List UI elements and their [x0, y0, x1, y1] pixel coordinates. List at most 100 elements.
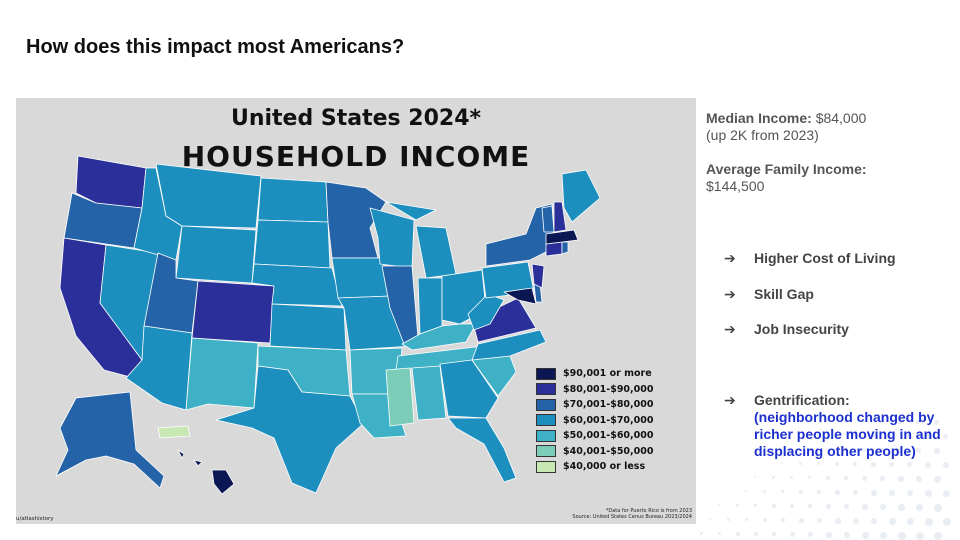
state-colorado	[191, 280, 275, 344]
background-pattern-dot	[790, 504, 794, 508]
income-stats: Median Income: $84,000 (up 2K from 2023)…	[706, 110, 946, 212]
state-kentucky	[401, 323, 477, 351]
state-idaho	[133, 167, 183, 261]
state-west-virginia	[467, 293, 505, 331]
income-map: United States 2024* HOUSEHOLD INCOME $90…	[16, 98, 696, 524]
background-pattern-dot	[898, 476, 904, 482]
background-pattern-dot	[853, 462, 858, 467]
state-montana	[155, 163, 262, 229]
background-pattern-dot	[880, 420, 884, 424]
background-pattern-dot	[763, 490, 766, 493]
background-pattern-dot	[898, 532, 906, 540]
background-pattern-dot	[718, 504, 721, 507]
state-pennsylvania	[481, 261, 535, 299]
median-income-note: (up 2K from 2023)	[706, 127, 819, 143]
background-pattern-dot	[943, 434, 949, 440]
background-pattern-dot	[772, 532, 777, 537]
state-georgia	[439, 359, 499, 419]
background-pattern-dot	[817, 462, 821, 466]
legend-item: $40,001-$50,000	[536, 444, 653, 460]
background-pattern-dot	[853, 434, 857, 438]
background-pattern-dot	[862, 532, 869, 539]
state-massachusetts	[545, 229, 579, 245]
state-maine	[561, 169, 601, 223]
background-pattern-dot	[943, 518, 952, 527]
background-pattern-dot	[880, 476, 886, 482]
background-pattern-dot	[916, 448, 922, 454]
legend-swatch	[536, 398, 556, 411]
legend-item: $60,001-$70,000	[536, 413, 653, 429]
background-pattern-dot	[907, 490, 914, 497]
average-income-label: Average Family Income:	[706, 161, 867, 177]
background-pattern-dot	[862, 476, 867, 481]
background-pattern-dot	[925, 518, 933, 526]
state-north-carolina	[471, 329, 547, 361]
background-pattern-dot	[709, 518, 712, 521]
background-pattern-dot	[889, 490, 895, 496]
state-new-jersey	[531, 263, 545, 289]
slide-title: How does this impact most Americans?	[26, 36, 405, 58]
background-pattern-dot	[871, 462, 876, 467]
background-pattern-dot	[754, 532, 758, 536]
background-pattern-dot	[853, 518, 859, 524]
legend-swatch	[536, 460, 556, 473]
background-pattern-dot	[835, 490, 840, 495]
map-footnote: *Data for Puerto Rico is from 2023 Sourc…	[572, 508, 692, 520]
state-virginia	[471, 297, 537, 343]
background-pattern-dot	[790, 448, 793, 451]
background-pattern-dot	[925, 434, 930, 439]
background-pattern-dot	[808, 504, 813, 509]
background-pattern-dot	[781, 518, 786, 523]
background-pattern-dot	[754, 476, 757, 479]
state-new-hampshire	[553, 201, 567, 233]
arrow-icon: ➔	[724, 250, 736, 266]
background-pattern-dot	[934, 420, 939, 425]
state-alaska	[55, 391, 165, 489]
background-pattern-dot	[844, 476, 849, 481]
legend-swatch	[536, 367, 556, 380]
background-pattern-dot	[916, 532, 925, 540]
background-pattern-dot	[925, 462, 931, 468]
background-pattern-dot	[943, 462, 950, 469]
map-title-main: HOUSEHOLD INCOME	[181, 140, 531, 173]
background-pattern-dot	[826, 476, 830, 480]
legend-item: $50,001-$60,000	[536, 428, 653, 444]
state-south-dakota	[253, 219, 331, 269]
median-income: Median Income: $84,000 (up 2K from 2023)	[706, 110, 946, 144]
bullet-gentrification: ➔ Gentrification: (neighborhood changed …	[724, 392, 954, 460]
background-pattern-dot	[889, 462, 895, 468]
background-pattern-dot	[736, 532, 740, 536]
background-pattern-dot	[754, 504, 758, 508]
background-pattern-dot	[844, 448, 848, 452]
background-pattern-dot	[844, 420, 847, 423]
background-pattern-dot	[799, 518, 804, 523]
background-pattern-dot	[934, 532, 943, 540]
background-pattern-dot	[772, 476, 775, 479]
state-florida	[447, 417, 517, 483]
background-pattern-dot	[826, 448, 829, 451]
state-texas	[215, 365, 365, 494]
background-pattern-dot	[700, 532, 703, 535]
median-income-value: $84,000	[815, 110, 867, 126]
background-pattern-dot	[808, 532, 814, 538]
background-pattern-dot	[799, 490, 803, 494]
legend-item: $40,000 or less	[536, 459, 653, 475]
background-pattern-dot	[898, 504, 905, 511]
background-pattern-dot	[907, 518, 915, 526]
background-pattern-dot	[826, 420, 829, 423]
background-pattern-dot	[862, 420, 865, 423]
background-pattern-dot	[880, 448, 885, 453]
background-pattern-dot	[853, 490, 859, 496]
map-legend: $90,001 or more $80,001-$90,000 $70,001-…	[536, 366, 653, 475]
background-pattern-dot	[862, 448, 866, 452]
background-pattern-dot	[871, 490, 877, 496]
background-pattern-dot	[889, 518, 896, 525]
background-pattern-dot	[763, 518, 767, 522]
state-maryland	[503, 287, 537, 305]
background-pattern-dot	[916, 504, 924, 512]
state-kansas	[269, 303, 347, 351]
legend-swatch	[536, 414, 556, 427]
territory-puerto-rico	[157, 425, 191, 439]
background-pattern-dot	[835, 434, 838, 437]
gentrification-detail: (neighborhood changed by richer people m…	[754, 409, 941, 459]
